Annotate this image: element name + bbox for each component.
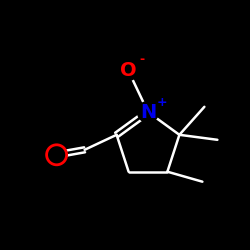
Text: O: O [120,60,136,80]
Text: N: N [140,102,156,122]
Circle shape [118,60,139,80]
Circle shape [138,102,158,122]
Circle shape [46,145,66,165]
Text: +: + [157,96,167,110]
Text: -: - [140,54,144,66]
